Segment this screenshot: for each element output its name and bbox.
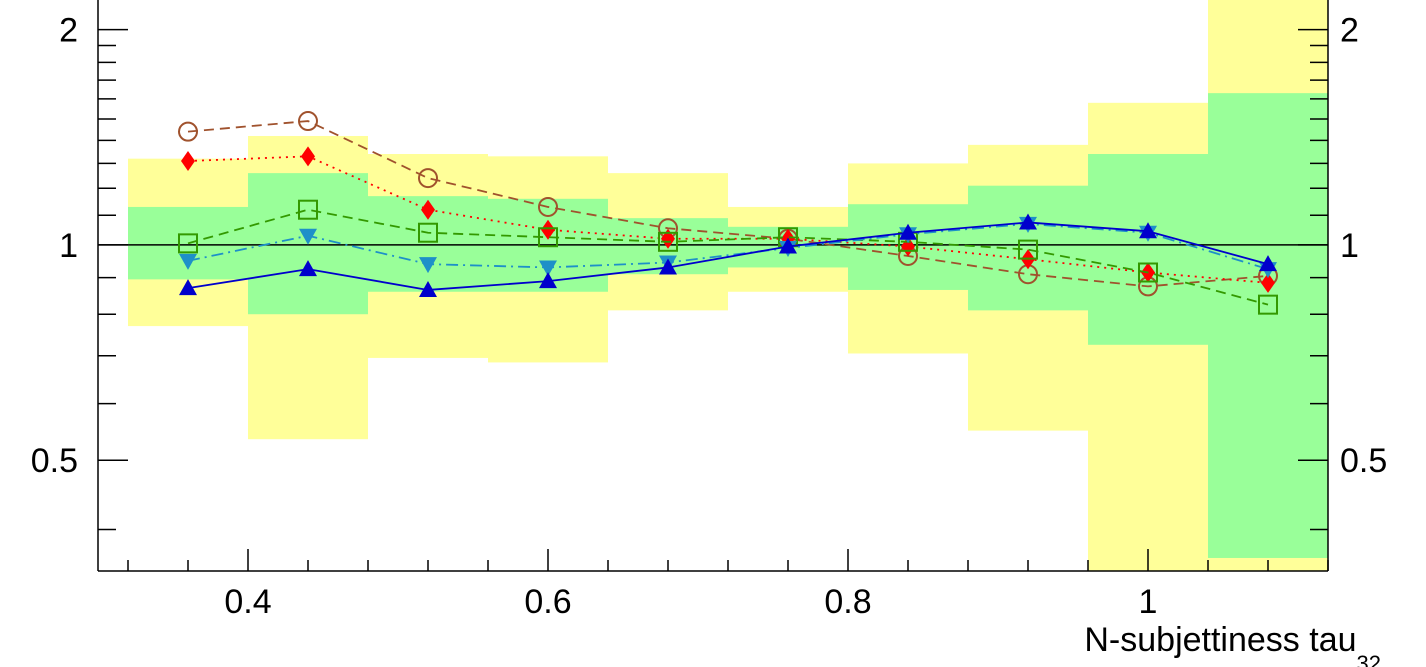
series-2-point-4	[658, 231, 678, 252]
x-tick-label-0: 0.4	[224, 583, 271, 621]
series-2-point-7	[1018, 239, 1038, 260]
axis-ticks	[98, 28, 1329, 571]
series-0-point-0	[178, 121, 198, 142]
series-3-point-1	[299, 228, 317, 245]
series-4-point-8	[1139, 222, 1157, 239]
series-2-point-2	[418, 222, 438, 243]
series-2-point-0	[178, 233, 198, 254]
series-4-point-0	[179, 279, 197, 296]
series-1-point-2	[421, 199, 435, 220]
series-4-point-4	[659, 258, 677, 275]
x-tick-label-3: 1	[1139, 583, 1158, 621]
series-2-point-3	[538, 227, 558, 248]
x-axis-title-text: N-subjettiness tau	[1084, 621, 1356, 659]
y-left-tick-label-2: 2	[59, 12, 78, 50]
series-0-point-1	[298, 111, 318, 132]
series-4-point-6	[899, 223, 917, 240]
plot-frame	[97, 0, 1329, 572]
series-group	[178, 111, 1278, 315]
series-1-point-1	[301, 146, 315, 167]
series-4-point-7	[1019, 213, 1037, 230]
series-line-3	[187, 222, 1269, 270]
series-4-point-3	[539, 272, 557, 289]
series-1-point-0	[181, 151, 195, 172]
y-left-tick-label-1: 1	[59, 227, 78, 265]
series-2-point-9	[1258, 294, 1278, 315]
series-1-point-3	[541, 219, 555, 240]
series-0-point-2	[418, 168, 438, 189]
y-right-tick-label-1: 1	[1340, 227, 1359, 265]
inner-band-8	[1088, 153, 1208, 345]
series-2-point-8	[1138, 262, 1158, 283]
y-left-tick-label-0: 0.5	[31, 442, 78, 480]
y-right-tick-label-2: 2	[1340, 12, 1359, 50]
series-1-point-9	[1261, 272, 1275, 293]
series-3-point-3	[539, 260, 557, 277]
inner-band-7	[968, 185, 1088, 311]
x-tick-label-1: 0.6	[524, 583, 571, 621]
y-right-tick-label-0: 0.5	[1340, 442, 1387, 480]
tick-labels: 0.4 0.6 0.8 1 0.5 0.5 1 1 2 2	[31, 12, 1388, 621]
series-4-point-1	[299, 260, 317, 277]
series-3-point-0	[179, 253, 197, 270]
inner-band-9	[1208, 93, 1328, 558]
series-0-point-3	[538, 196, 558, 217]
x-axis-title: N-subjettiness tau32	[1084, 621, 1381, 667]
series-4-point-9	[1259, 255, 1277, 272]
x-axis-title-subscript: 32	[1357, 651, 1381, 667]
series-line-4	[187, 221, 1269, 291]
series-line-2	[187, 208, 1269, 306]
series-2-point-1	[298, 199, 318, 220]
series-3-point-2	[419, 257, 437, 274]
x-tick-label-2: 0.8	[824, 583, 871, 621]
series-4-point-5	[779, 237, 797, 254]
series-4-point-2	[419, 280, 437, 297]
